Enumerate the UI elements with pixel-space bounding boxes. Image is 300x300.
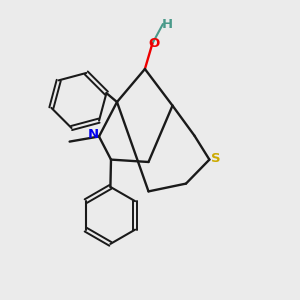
- Text: S: S: [211, 152, 221, 166]
- Text: N: N: [88, 128, 99, 142]
- Text: H: H: [161, 17, 173, 31]
- Text: O: O: [148, 37, 160, 50]
